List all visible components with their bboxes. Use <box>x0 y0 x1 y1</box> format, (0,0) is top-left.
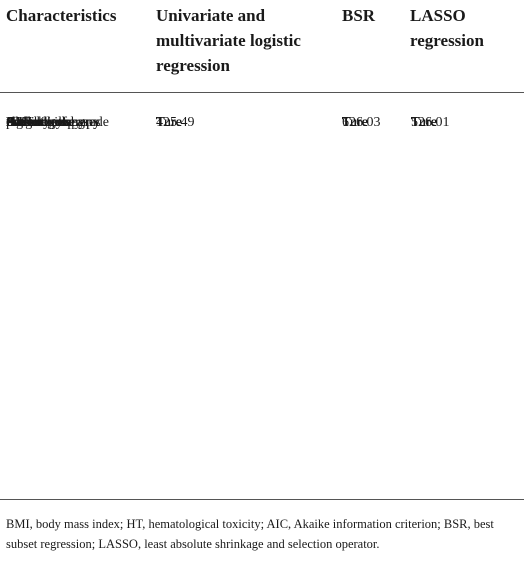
row-characteristic: BMI <box>6 115 33 130</box>
row-bsr: Ture <box>342 115 368 130</box>
row-bsr: 126.03 <box>342 115 381 130</box>
row-characteristic: Number of <box>6 115 68 130</box>
row-univariate: Ture <box>156 115 182 130</box>
row-characteristic: Chronic diseases <box>6 115 101 130</box>
row-univariate: Ture <box>156 115 182 130</box>
row-univariate: 125.49 <box>156 115 195 130</box>
row-bsr: Ture <box>342 115 368 130</box>
row-lasso: Ture <box>411 115 437 130</box>
row-univariate: Ture <box>156 115 182 130</box>
row-bsr: Ture <box>342 115 368 130</box>
row-characteristic: AIC values <box>6 115 70 130</box>
table-header: Characteristics Univariate and multivari… <box>0 0 524 93</box>
table-body: Age BMI Ture Chronic diseases Ture Ture Pathol… <box>0 93 524 500</box>
row-characteristic: Pre-radiotherapy <box>6 115 101 130</box>
row-bsr: Ture <box>342 115 368 130</box>
row-univariate: 4 <box>156 115 163 130</box>
row-bsr: Ture <box>342 115 368 130</box>
row-lasso: Ture <box>411 115 437 130</box>
row-lasso: Ture <box>411 115 437 130</box>
header-characteristics: Characteristics <box>6 6 117 25</box>
row-lasso: 126.01 <box>411 115 450 130</box>
row-bsr: 6 <box>342 115 349 130</box>
row-characteristic: chemotherapy <box>6 115 86 130</box>
header-lasso: LASSO regression <box>410 6 484 50</box>
row-characteristic: predictors <box>6 115 62 130</box>
row-characteristic: Radiotherapy <box>6 115 82 130</box>
header-univariate: Univariate and multivariate logistic reg… <box>156 6 301 75</box>
row-lasso: Ture <box>411 115 437 130</box>
row-characteristic: Surgery <box>6 115 51 130</box>
row-bsr: Ture <box>342 115 368 130</box>
table-footnote: BMI, body mass index; HT, hematological … <box>6 517 494 551</box>
results-table: Characteristics Univariate and multivari… <box>0 0 524 500</box>
row-characteristic: Histological grade <box>6 115 110 130</box>
row-characteristic: Age <box>6 115 30 130</box>
row-univariate: Ture <box>156 115 182 130</box>
row-characteristic: Pathology <box>6 115 63 130</box>
row-characteristic: Pre-radiotherapy <box>6 115 101 130</box>
row-lasso: 5 <box>411 115 418 130</box>
header-bsr: BSR <box>342 6 376 25</box>
row-characteristic: HT <box>6 115 25 130</box>
row-lasso: Ture <box>411 115 437 130</box>
